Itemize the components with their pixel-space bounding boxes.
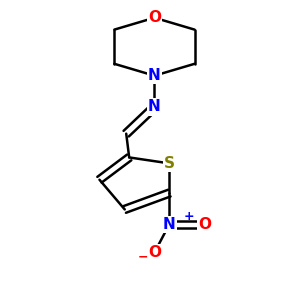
Text: O: O (148, 245, 161, 260)
Text: −: − (137, 250, 148, 263)
Text: O: O (199, 217, 212, 232)
Text: N: N (148, 68, 161, 83)
Text: O: O (148, 10, 161, 25)
Text: N: N (148, 99, 161, 114)
Text: +: + (183, 210, 194, 224)
Text: S: S (164, 156, 175, 171)
Text: N: N (163, 217, 176, 232)
